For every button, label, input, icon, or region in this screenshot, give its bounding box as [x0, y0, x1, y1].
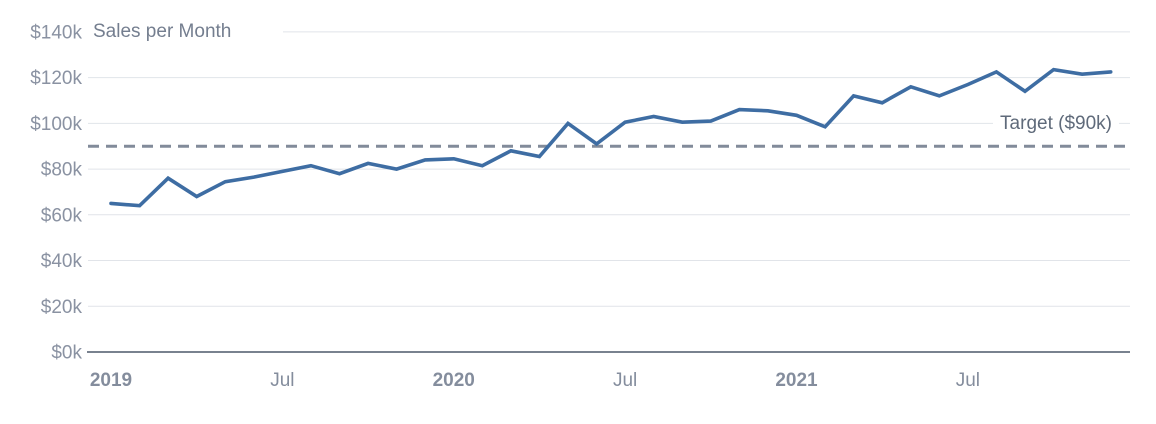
x-axis-tick-label: 2020 [433, 370, 475, 391]
x-axis-tick-label: 2019 [90, 370, 132, 391]
sales-series-line [109, 67, 1113, 208]
y-axis-tick-label: $120k [30, 68, 82, 89]
y-axis-tick-label: $0k [51, 343, 82, 364]
x-axis-tick-label: Jul [956, 370, 980, 391]
x-axis-tick-label: Jul [613, 370, 637, 391]
y-axis-tick-label: $20k [41, 297, 83, 318]
y-axis-tick-label: $60k [41, 205, 83, 226]
target-line-label: Target ($90k) [993, 112, 1119, 136]
y-axis-tick-label: $100k [30, 114, 82, 135]
y-axis-tick-label: $140k [30, 22, 82, 43]
y-axis-tick-label: $80k [41, 160, 83, 181]
x-axis-tick-label: 2021 [775, 370, 818, 391]
y-axis-tick-label: $40k [41, 251, 83, 272]
chart-title: Sales per Month [93, 21, 232, 42]
x-axis-tick-label: Jul [270, 370, 294, 391]
